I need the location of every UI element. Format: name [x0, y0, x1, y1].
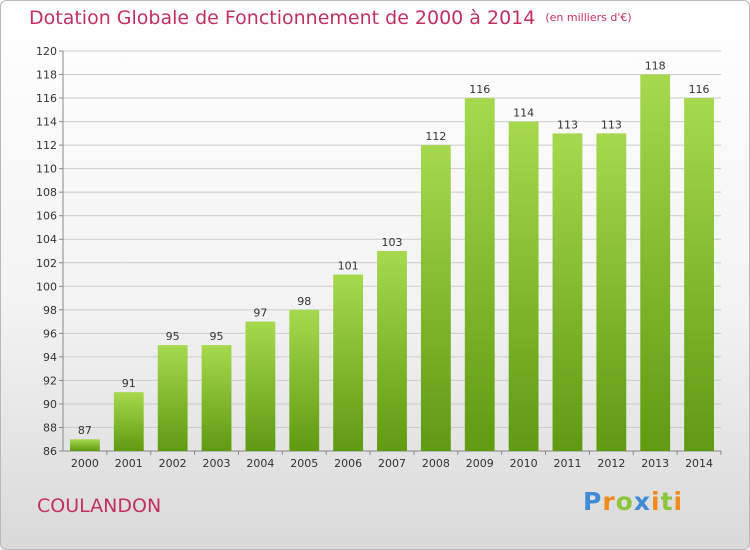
y-tick-label: 106 — [36, 210, 57, 223]
y-tick-label: 104 — [36, 233, 57, 246]
x-tick-label: 2001 — [115, 457, 143, 470]
data-label: 118 — [645, 60, 666, 73]
bar — [333, 274, 364, 451]
title-text: Dotation Globale de Fonctionnement de 20… — [29, 7, 536, 29]
y-tick-label: 92 — [43, 374, 57, 387]
data-label: 113 — [557, 118, 578, 131]
data-label: 97 — [253, 307, 267, 320]
x-tick-label: 2012 — [597, 457, 625, 470]
y-tick-label: 112 — [36, 139, 57, 152]
x-tick-label: 2004 — [246, 457, 274, 470]
x-tick-label: 2003 — [203, 457, 231, 470]
data-label: 95 — [210, 330, 224, 343]
logo-letter: i — [651, 487, 661, 516]
y-tick-label: 118 — [36, 69, 57, 82]
y-tick-label: 102 — [36, 257, 57, 270]
logo-letter: r — [602, 487, 616, 516]
chart-subtitle: (en milliers d'€) — [545, 11, 632, 24]
bar — [640, 74, 671, 451]
commune-name: COULANDON — [37, 495, 162, 517]
x-tick-label: 2000 — [71, 457, 99, 470]
data-label: 101 — [338, 260, 359, 273]
data-label: 113 — [601, 118, 622, 131]
bar — [420, 145, 451, 451]
x-tick-label: 2014 — [685, 457, 713, 470]
x-tick-label: 2009 — [466, 457, 494, 470]
x-tick-label: 2007 — [378, 457, 406, 470]
bar — [596, 133, 627, 451]
data-label: 116 — [689, 83, 710, 96]
x-tick-label: 2013 — [641, 457, 669, 470]
data-label: 114 — [513, 107, 534, 120]
y-tick-label: 116 — [36, 92, 57, 105]
x-tick-label: 2006 — [334, 457, 362, 470]
data-label: 95 — [166, 330, 180, 343]
data-label: 103 — [382, 236, 403, 249]
logo-letter: i — [673, 487, 684, 516]
bar — [157, 345, 188, 451]
y-tick-label: 114 — [36, 116, 57, 129]
bar — [113, 392, 144, 451]
x-tick-label: 2005 — [290, 457, 318, 470]
bar — [377, 251, 407, 451]
y-tick-label: 98 — [43, 304, 57, 317]
bar — [245, 321, 276, 451]
y-tick-label: 100 — [36, 280, 57, 293]
bar — [552, 133, 583, 451]
y-tick-label: 120 — [36, 45, 57, 58]
bar — [684, 98, 714, 451]
data-label: 87 — [78, 424, 92, 437]
y-tick-label: 96 — [43, 327, 57, 340]
y-tick-label: 86 — [43, 445, 57, 458]
x-tick-label: 2008 — [422, 457, 450, 470]
logo-letter: P — [583, 487, 603, 516]
proxiti-logo: Proxiti — [583, 487, 683, 516]
logo-letter: x — [633, 487, 651, 516]
chart-title: Dotation Globale de Fonctionnement de 20… — [29, 7, 632, 29]
bar — [508, 121, 539, 452]
logo-letter: o — [615, 487, 634, 516]
y-tick-label: 110 — [36, 163, 57, 176]
y-tick-label: 90 — [43, 398, 57, 411]
data-label: 98 — [297, 295, 311, 308]
y-tick-label: 88 — [43, 421, 57, 434]
x-tick-label: 2010 — [510, 457, 538, 470]
bar — [201, 345, 232, 451]
y-tick-label: 108 — [36, 186, 57, 199]
bar — [464, 98, 495, 451]
data-label: 91 — [122, 377, 136, 390]
x-tick-label: 2002 — [159, 457, 187, 470]
logo-letter: t — [660, 487, 674, 516]
y-tick-label: 94 — [43, 351, 57, 364]
data-label: 112 — [425, 130, 446, 143]
x-tick-label: 2011 — [553, 457, 581, 470]
bar — [289, 309, 320, 451]
bar — [70, 439, 100, 451]
data-label: 116 — [469, 83, 490, 96]
